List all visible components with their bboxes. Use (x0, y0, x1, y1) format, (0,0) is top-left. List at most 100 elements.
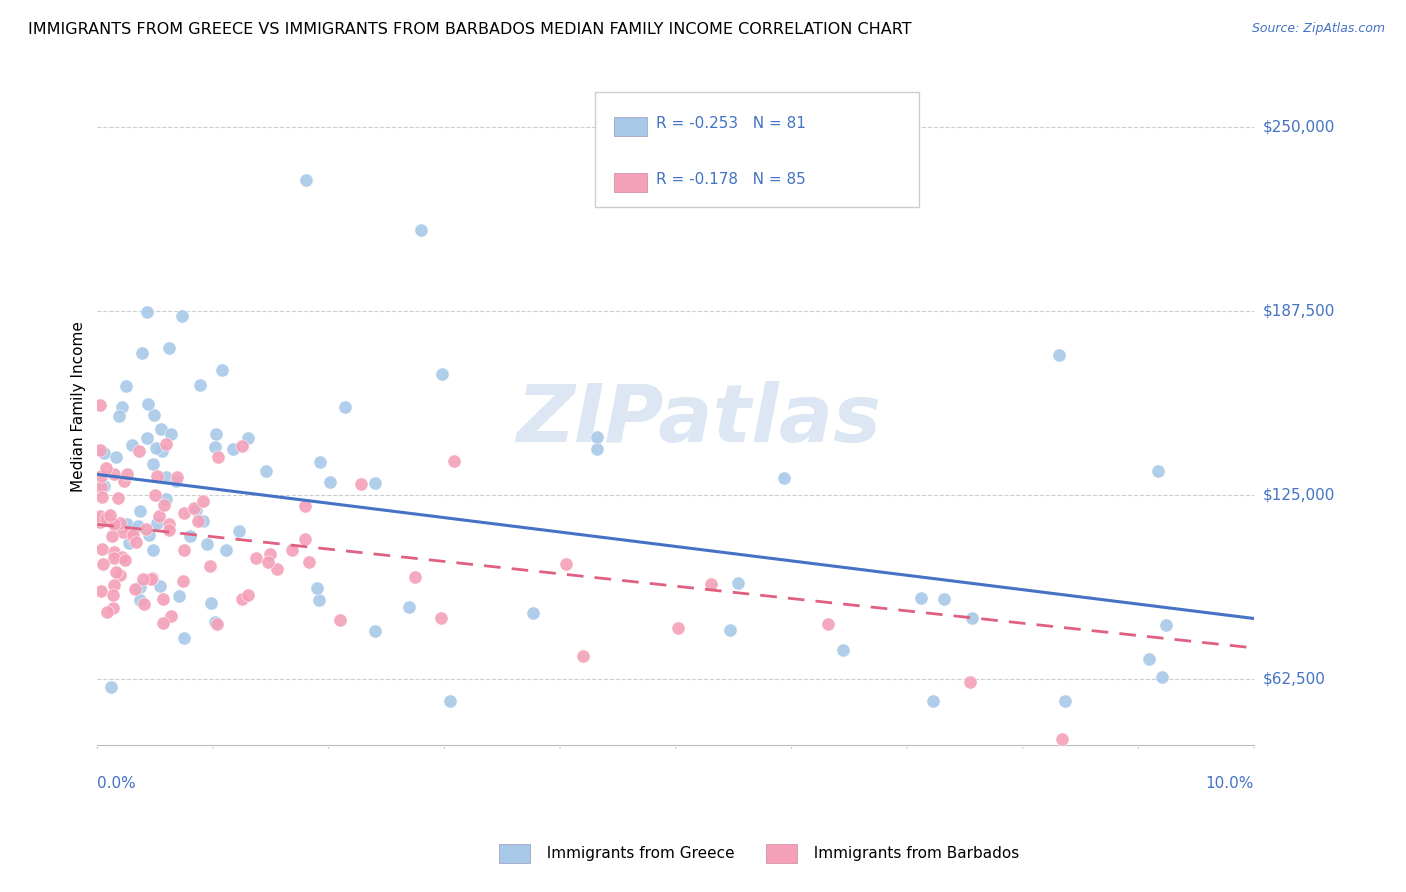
Point (139, 573, 162, 587)
Point (157, 341, 180, 355)
Point (131, 346, 153, 360)
Point (294, 532, 316, 546)
Point (1150, 670, 1173, 684)
Point (98, 508, 121, 522)
Point (172, 309, 194, 323)
Point (103, 545, 125, 559)
Point (718, 624, 741, 638)
Point (236, 431, 259, 445)
Point (93, 478, 115, 492)
Text: $62,500: $62,500 (1263, 672, 1326, 686)
Text: $125,000: $125,000 (1263, 488, 1334, 502)
Point (103, 467, 125, 482)
Point (350, 477, 373, 491)
Point (173, 506, 195, 520)
Point (215, 542, 238, 557)
Point (1053, 694, 1076, 708)
Point (186, 503, 208, 517)
Point (153, 498, 176, 512)
Point (266, 562, 288, 576)
Point (91, 513, 114, 527)
Point (107, 409, 129, 423)
Point (1137, 652, 1160, 666)
Point (121, 528, 143, 542)
Point (585, 429, 607, 443)
Point (129, 593, 152, 607)
Point (236, 588, 259, 602)
Point (228, 524, 250, 538)
Point (142, 457, 165, 471)
Point (411, 223, 433, 237)
Point (205, 426, 228, 441)
Point (145, 442, 167, 456)
Point (121, 529, 143, 543)
Point (128, 444, 150, 458)
Point (962, 611, 984, 625)
Point (90, 469, 112, 483)
Point (155, 437, 177, 451)
Point (107, 491, 129, 505)
Point (166, 470, 188, 484)
Point (179, 529, 201, 543)
Point (700, 577, 723, 591)
Point (135, 522, 157, 536)
Point (204, 440, 226, 454)
Point (127, 519, 149, 533)
Point (125, 535, 148, 549)
Point (93, 446, 115, 460)
Point (443, 453, 465, 467)
Point (105, 565, 128, 579)
Point (308, 592, 330, 607)
Point (89, 398, 111, 412)
Point (160, 426, 183, 441)
Point (571, 648, 593, 663)
Point (150, 422, 173, 436)
Point (115, 379, 138, 393)
Point (187, 515, 209, 529)
Y-axis label: Median Family Income: Median Family Income (72, 321, 86, 492)
Point (222, 442, 245, 456)
Point (188, 378, 211, 392)
Point (165, 474, 187, 488)
Point (124, 582, 146, 597)
Point (167, 589, 190, 603)
Point (319, 475, 342, 490)
Point (364, 624, 387, 639)
Point (207, 450, 229, 464)
Point (183, 500, 205, 515)
Point (90, 490, 112, 504)
Point (90, 542, 112, 557)
Point (101, 600, 124, 615)
Point (204, 615, 226, 630)
Point (193, 494, 215, 508)
Text: $187,500: $187,500 (1263, 303, 1334, 318)
Point (145, 469, 167, 483)
Point (257, 555, 280, 569)
Point (727, 575, 749, 590)
Point (160, 609, 183, 624)
Point (211, 363, 233, 377)
Point (141, 571, 163, 585)
Point (364, 475, 387, 490)
Point (294, 499, 316, 513)
Point (1154, 618, 1177, 632)
Point (117, 467, 139, 482)
Point (108, 567, 131, 582)
Point (831, 643, 853, 657)
Point (205, 616, 228, 631)
Point (108, 518, 131, 533)
Point (259, 547, 281, 561)
Point (138, 528, 160, 542)
Point (114, 553, 136, 567)
Point (103, 577, 125, 591)
Bar (499, 844, 530, 863)
Point (910, 591, 932, 605)
Text: ZIPatlas: ZIPatlas (516, 381, 882, 459)
Point (200, 596, 222, 610)
Point (404, 570, 426, 584)
Point (90, 480, 112, 494)
Point (817, 616, 839, 631)
Point (117, 516, 139, 531)
Point (112, 474, 135, 488)
Text: 10.0%: 10.0% (1206, 775, 1254, 790)
